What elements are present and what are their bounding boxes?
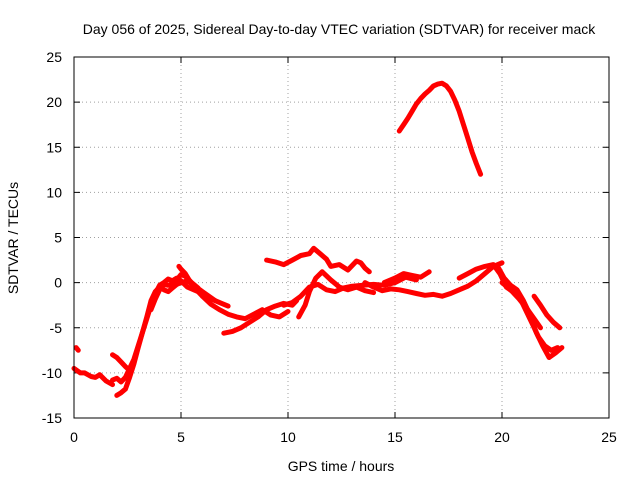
series-line-trace-1 [71,365,115,388]
series-line-trace-8 [199,293,291,322]
series-line-trace-15 [396,80,484,177]
y-tick-label: -10 [42,365,62,381]
y-axis-title: SDTVAR / TECUs [5,182,21,294]
series-line-trace-2 [73,345,81,353]
series-line-trace-14 [381,269,432,286]
y-tick-label: 25 [46,49,62,65]
y-tick-label: 0 [54,275,62,291]
series-line-trace-19 [531,293,563,331]
x-tick-label: 15 [387,429,403,445]
x-tick-label: 0 [70,429,78,445]
plot-frame [73,56,610,419]
series-line-trace-5 [110,352,133,373]
data-series [71,80,565,398]
x-axis-title: GPS time / hours [288,458,395,474]
x-tick-label: 10 [280,429,296,445]
y-tick-label: 5 [54,230,62,246]
y-tick-label: -5 [50,320,63,336]
x-tick-label: 5 [177,429,185,445]
chart-title: Day 056 of 2025, Sidereal Day-to-day VTE… [83,21,596,37]
y-tick-label: 15 [46,139,62,155]
series-line-trace-18 [499,280,543,331]
series-line-trace-12 [296,269,377,320]
y-tick-label: -15 [42,410,62,426]
axis-ticks: 0 5 10 15 20 25 -15 -10 -5 0 5 10 15 20 25 [42,49,617,445]
grid-lines [74,57,609,418]
series-line-trace-13 [362,260,505,299]
series-line-trace-10 [264,245,372,275]
y-tick-label: 10 [46,184,62,200]
series-line-trace-7 [176,263,205,299]
y-tick-label: 20 [46,94,62,110]
x-tick-label: 20 [494,429,510,445]
x-tick-label: 25 [601,429,617,445]
